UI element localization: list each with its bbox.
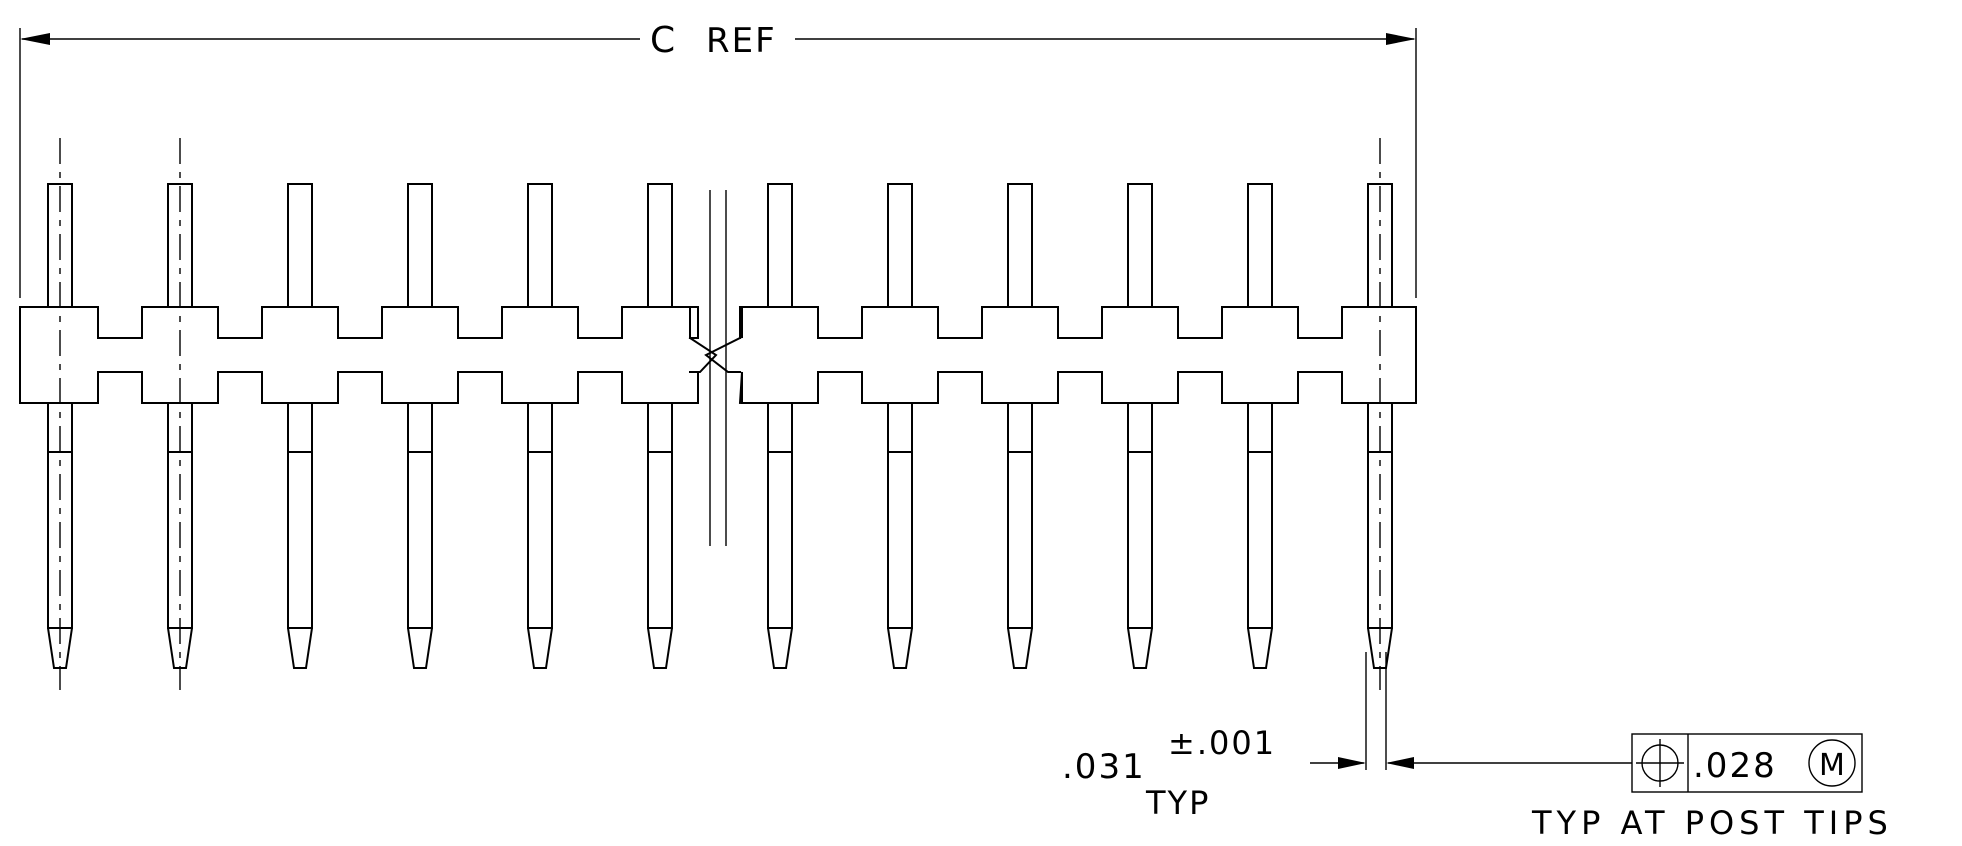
pin-width-value: .031 bbox=[1062, 747, 1146, 787]
pin bbox=[287, 183, 313, 669]
feature-control-frame: .028 M TYP AT POST TIPS bbox=[1531, 733, 1893, 842]
overall-dimension: C REF bbox=[19, 20, 1417, 298]
pin-upper-post bbox=[1007, 183, 1033, 308]
break-zigzag-right bbox=[704, 336, 742, 373]
pin-upper-post bbox=[647, 183, 673, 308]
pin-upper-post bbox=[527, 183, 553, 308]
pin bbox=[1247, 183, 1273, 669]
pin-upper-post bbox=[167, 183, 193, 308]
pin-upper-post bbox=[407, 183, 433, 308]
pin-lower-post bbox=[1007, 402, 1033, 669]
pin bbox=[527, 183, 553, 669]
fcf-note: TYP AT POST TIPS bbox=[1531, 804, 1893, 842]
break-zigzag-left bbox=[688, 336, 718, 373]
pin-width-tolerance: ±.001 bbox=[1168, 724, 1276, 762]
pin-upper-post bbox=[47, 183, 73, 308]
pin-lower-post bbox=[1247, 402, 1273, 669]
pin-upper-post bbox=[287, 183, 313, 308]
arrowhead-right bbox=[1386, 33, 1416, 45]
pin-lower-post bbox=[527, 402, 553, 669]
pin-upper-post bbox=[1127, 183, 1153, 308]
pin bbox=[1007, 183, 1033, 669]
pin-upper-post bbox=[887, 183, 913, 308]
fcf-border bbox=[1631, 733, 1863, 793]
pin-lower-post bbox=[1127, 402, 1153, 669]
pin-width-arrow-left bbox=[1338, 757, 1366, 769]
body-top-edge bbox=[19, 306, 699, 339]
pin-centerlines bbox=[59, 138, 1381, 690]
body-bottom-edge bbox=[738, 371, 1417, 405]
pin-lower-post bbox=[767, 402, 793, 669]
pin-lower-post bbox=[887, 402, 913, 669]
pin-lower-post bbox=[407, 402, 433, 669]
pin-upper-post bbox=[767, 183, 793, 308]
mmc-modifier-circle bbox=[1808, 739, 1856, 787]
pin-width-dimension: .031 ±.001 TYP bbox=[1062, 652, 1632, 822]
dimension-ref-label: REF bbox=[706, 21, 777, 61]
fcf-tolerance-value: .028 bbox=[1693, 746, 1777, 786]
pin bbox=[647, 183, 673, 669]
position-tolerance-icon bbox=[1636, 739, 1684, 787]
pin bbox=[1127, 183, 1153, 669]
body-bottom-edge bbox=[19, 371, 699, 404]
body-top-edge bbox=[738, 305, 1417, 339]
pin bbox=[767, 183, 793, 669]
pin-row bbox=[47, 183, 1393, 669]
pin bbox=[887, 183, 913, 669]
pin-lower-post bbox=[287, 402, 313, 669]
pin-lower-post bbox=[647, 402, 673, 669]
break-symbol bbox=[709, 190, 727, 546]
arrowhead-left bbox=[20, 33, 50, 45]
dimension-symbol-c: C bbox=[650, 20, 677, 61]
header-body bbox=[19, 305, 1417, 405]
mmc-modifier-letter: M bbox=[1819, 748, 1845, 783]
pin-upper-post bbox=[1247, 183, 1273, 308]
pin bbox=[407, 183, 433, 669]
pin-width-typ-note: TYP bbox=[1145, 784, 1210, 822]
pin-width-arrow-right bbox=[1386, 757, 1414, 769]
pin-upper-post bbox=[1367, 183, 1393, 308]
